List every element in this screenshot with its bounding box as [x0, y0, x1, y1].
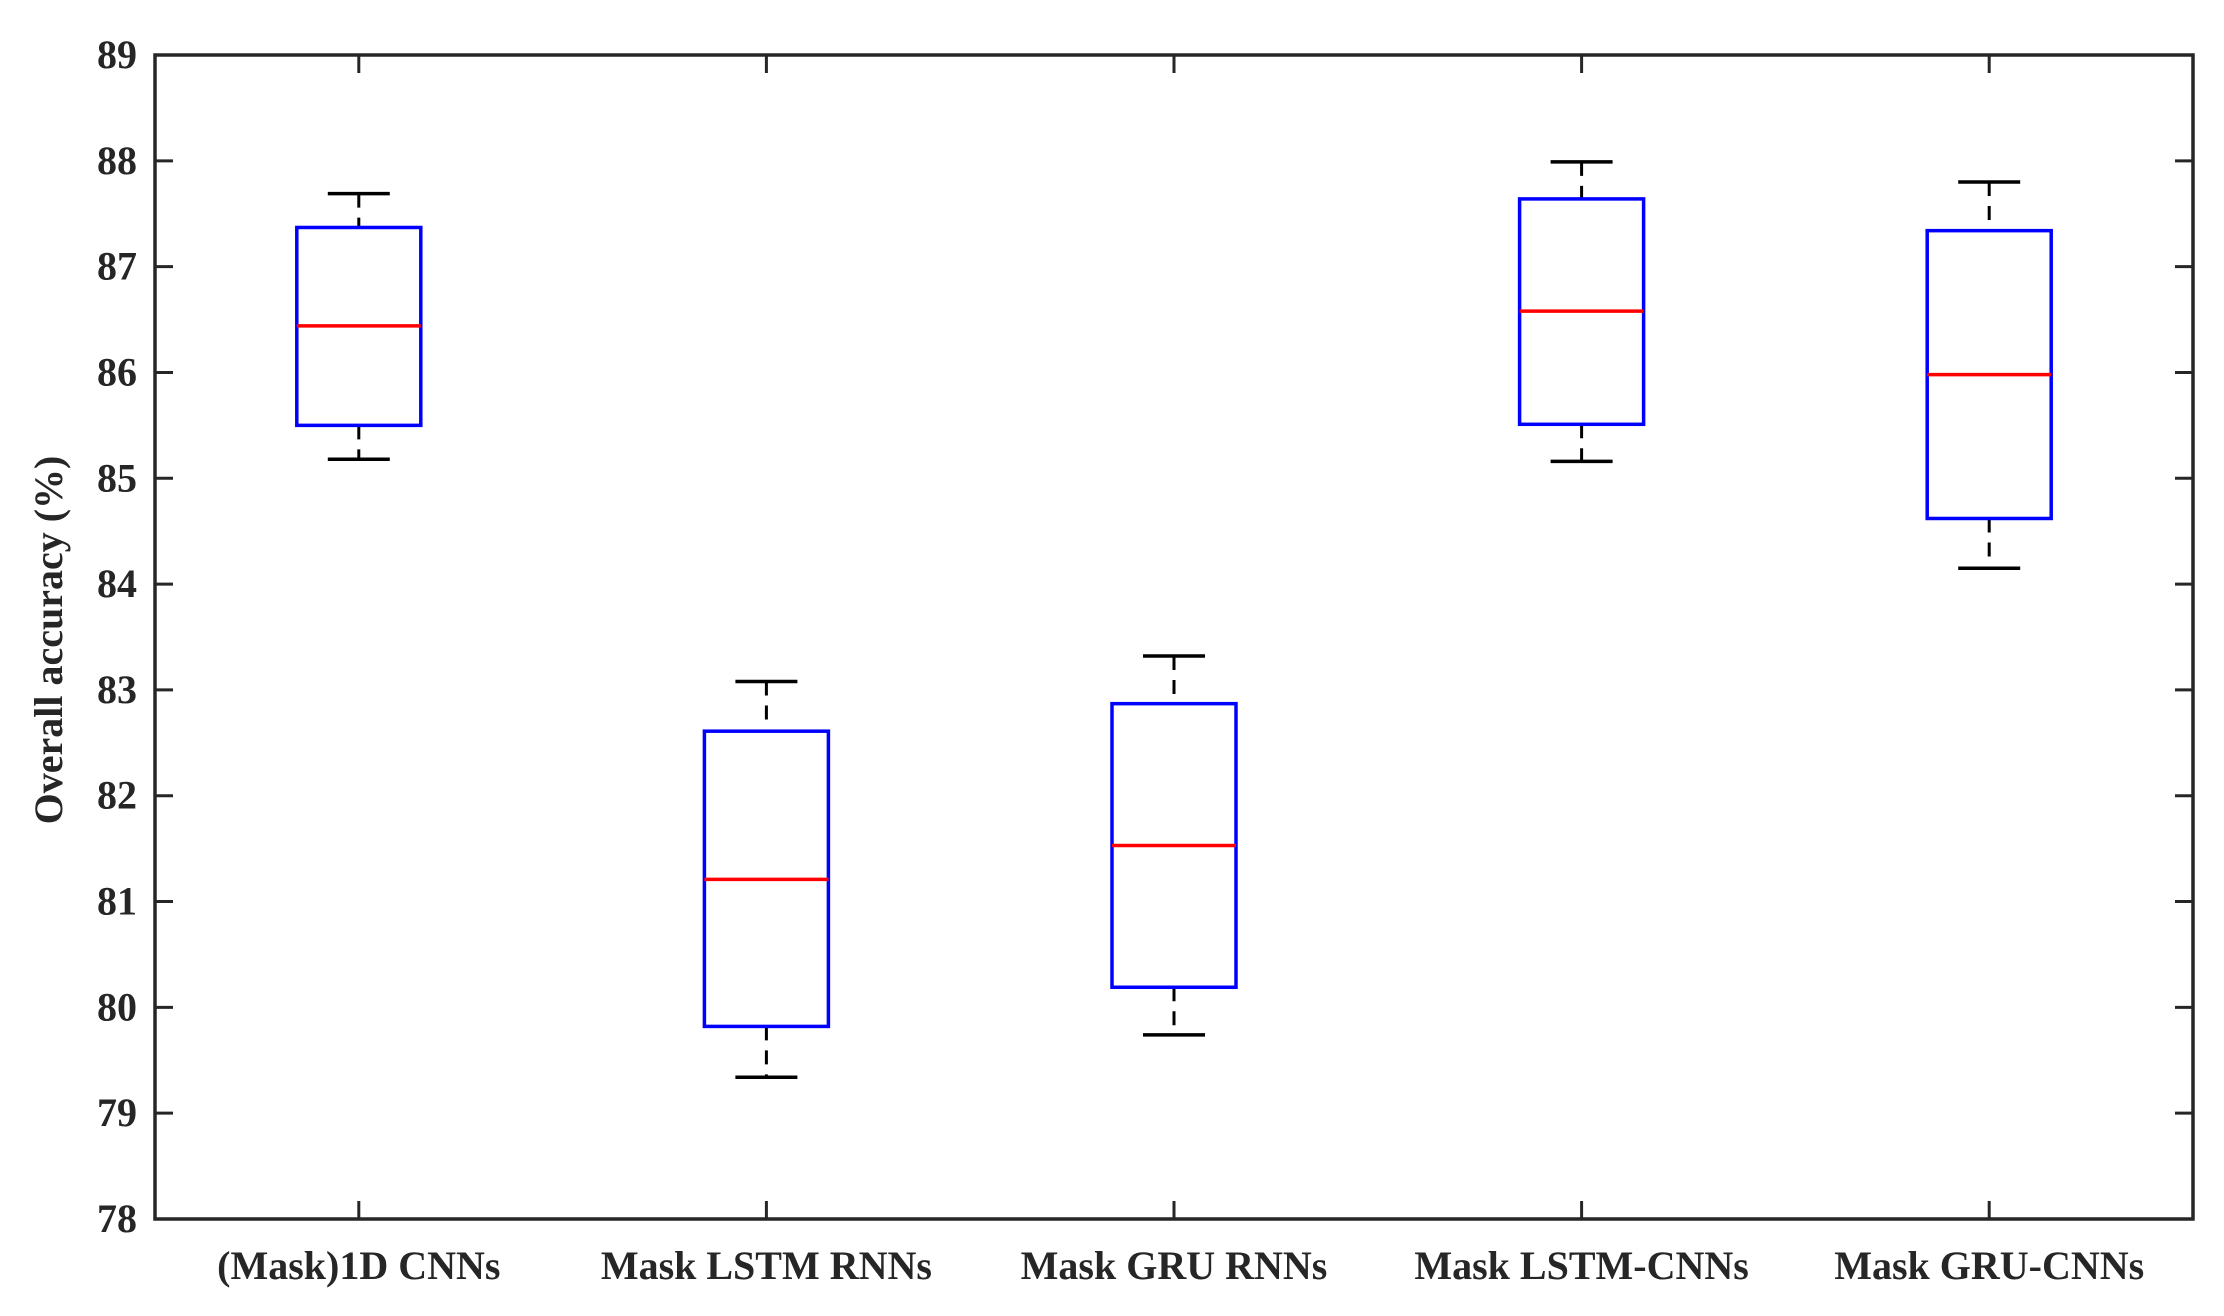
x-tick-label: (Mask)1D CNNs — [217, 1243, 500, 1288]
y-tick-label: 79 — [97, 1090, 137, 1135]
box-group — [702, 679, 831, 1079]
box-group — [1925, 180, 2053, 570]
axes-layer — [153, 53, 2195, 1221]
y-ticks-layer: 78 79 80 81 82 83 84 85 86 87 88 89 — [97, 32, 2193, 1241]
box-group — [1110, 654, 1238, 1037]
y-tick-label: 85 — [97, 455, 137, 500]
x-ticks-layer: (Mask)1D CNNs Mask LSTM RNNs Mask GRU RNNs… — [217, 55, 2144, 1288]
x-tick-label: Mask GRU-CNNs — [1834, 1243, 2144, 1288]
y-tick-label: 82 — [97, 773, 137, 818]
boxes-layer — [295, 160, 2053, 1079]
y-tick-label: 81 — [97, 879, 137, 924]
x-tick-label: Mask GRU RNNs — [1021, 1243, 1328, 1288]
y-tick-label: 84 — [97, 561, 137, 606]
x-tick-label: Mask LSTM RNNs — [601, 1243, 932, 1288]
x-tick-label: Mask LSTM-CNNs — [1414, 1243, 1748, 1288]
box-group — [295, 191, 423, 461]
y-tick-label: 89 — [97, 32, 137, 77]
plot-frame — [153, 53, 2195, 1221]
y-axis-label: Overall accuracy (%) — [26, 456, 71, 825]
y-tick-label: 78 — [97, 1196, 137, 1241]
y-tick-label: 83 — [97, 667, 137, 712]
y-tick-label: 87 — [97, 244, 137, 289]
box-group — [1517, 160, 1646, 464]
y-tick-label: 86 — [97, 349, 137, 394]
y-tick-label: 88 — [97, 138, 137, 183]
y-tick-label: 80 — [97, 984, 137, 1029]
